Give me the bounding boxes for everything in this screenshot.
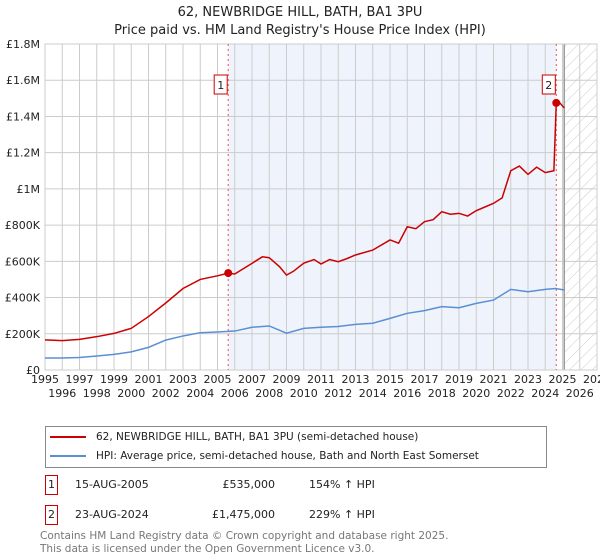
y-tick-label: £1.6M xyxy=(6,74,40,87)
legend-item-property: 62, NEWBRIDGE HILL, BATH, BA1 3PU (semi-… xyxy=(46,427,546,446)
x-tick-label: 2016 xyxy=(393,387,421,400)
y-tick-label: £0 xyxy=(26,364,40,377)
x-tick-label: 2011 xyxy=(307,373,335,386)
x-tick-label: 2020 xyxy=(462,387,490,400)
hpi-line xyxy=(45,287,565,359)
x-tick-label: 2012 xyxy=(324,387,352,400)
x-tick-label: 2026 xyxy=(566,387,594,400)
forecast-hatch xyxy=(564,44,597,370)
x-tick-label: 2006 xyxy=(221,387,249,400)
y-tick-label: £1.2M xyxy=(6,147,40,160)
x-tick-label: 2004 xyxy=(186,387,214,400)
legend-swatch xyxy=(50,435,86,438)
x-tick-label: 2025 xyxy=(549,373,577,386)
footer: Contains HM Land Registry data © Crown c… xyxy=(40,530,449,555)
sale-row: 1 15-AUG-2005 £535,000 154% ↑ HPI xyxy=(45,475,465,495)
x-tick-label: 2010 xyxy=(290,387,318,400)
x-tick-label: 2001 xyxy=(135,373,163,386)
y-tick-label: £1.8M xyxy=(6,38,40,51)
chart: 1995199619971998199920002001200220032004… xyxy=(5,38,600,400)
x-tick-label: 2015 xyxy=(376,373,404,386)
sale-annotation-box xyxy=(213,74,228,95)
sale-annotation-box xyxy=(541,74,556,95)
x-tick-label: 2003 xyxy=(169,373,197,386)
sale-annotation-label: 1 xyxy=(217,79,224,92)
legend-item-hpi: HPI: Average price, semi-detached house,… xyxy=(46,446,546,465)
y-tick-label: £800K xyxy=(5,219,41,232)
legend: 62, NEWBRIDGE HILL, BATH, BA1 3PU (semi-… xyxy=(45,426,547,468)
x-tick-label: 2002 xyxy=(152,387,180,400)
x-tick-label: 1999 xyxy=(100,373,128,386)
plot-frame xyxy=(44,43,598,371)
y-tick-label: £1M xyxy=(17,183,41,196)
x-tick-label: 2023 xyxy=(514,373,542,386)
sale-annotation-label: 2 xyxy=(545,79,552,92)
sale-point xyxy=(224,269,233,278)
y-tick-label: £400K xyxy=(5,292,41,305)
y-tick-label: £1.4M xyxy=(6,110,40,123)
x-tick-label: 2009 xyxy=(273,373,301,386)
x-tick-label: 2000 xyxy=(117,387,145,400)
x-tick-label: 1995 xyxy=(31,373,59,386)
y-tick-label: £600K xyxy=(5,255,41,268)
x-tick-label: 2018 xyxy=(428,387,456,400)
x-tick-label: 2017 xyxy=(411,373,439,386)
x-tick-label: 2019 xyxy=(445,373,473,386)
x-tick-label: 2022 xyxy=(497,387,525,400)
y-tick-label: £200K xyxy=(5,328,41,341)
x-tick-label: 2005 xyxy=(204,373,232,386)
x-tick-label: 2024 xyxy=(531,387,559,400)
x-tick-label: 2007 xyxy=(238,373,266,386)
x-tick-label: 1996 xyxy=(48,387,76,400)
x-tick-label: 2027 xyxy=(583,373,600,386)
ownership-shading xyxy=(228,44,557,370)
sale-row: 2 23-AUG-2024 £1,475,000 229% ↑ HPI xyxy=(45,505,465,525)
x-tick-label: 1998 xyxy=(83,387,111,400)
x-tick-label: 1997 xyxy=(66,373,94,386)
property-price-line xyxy=(44,101,565,342)
sale-point xyxy=(552,98,561,107)
x-tick-label: 2014 xyxy=(359,387,387,400)
legend-swatch xyxy=(50,454,86,457)
x-tick-label: 2008 xyxy=(255,387,283,400)
x-tick-label: 2013 xyxy=(342,373,370,386)
chart-title: 62, NEWBRIDGE HILL, BATH, BA1 3PU Price p… xyxy=(114,5,486,38)
x-tick-label: 2021 xyxy=(480,373,508,386)
